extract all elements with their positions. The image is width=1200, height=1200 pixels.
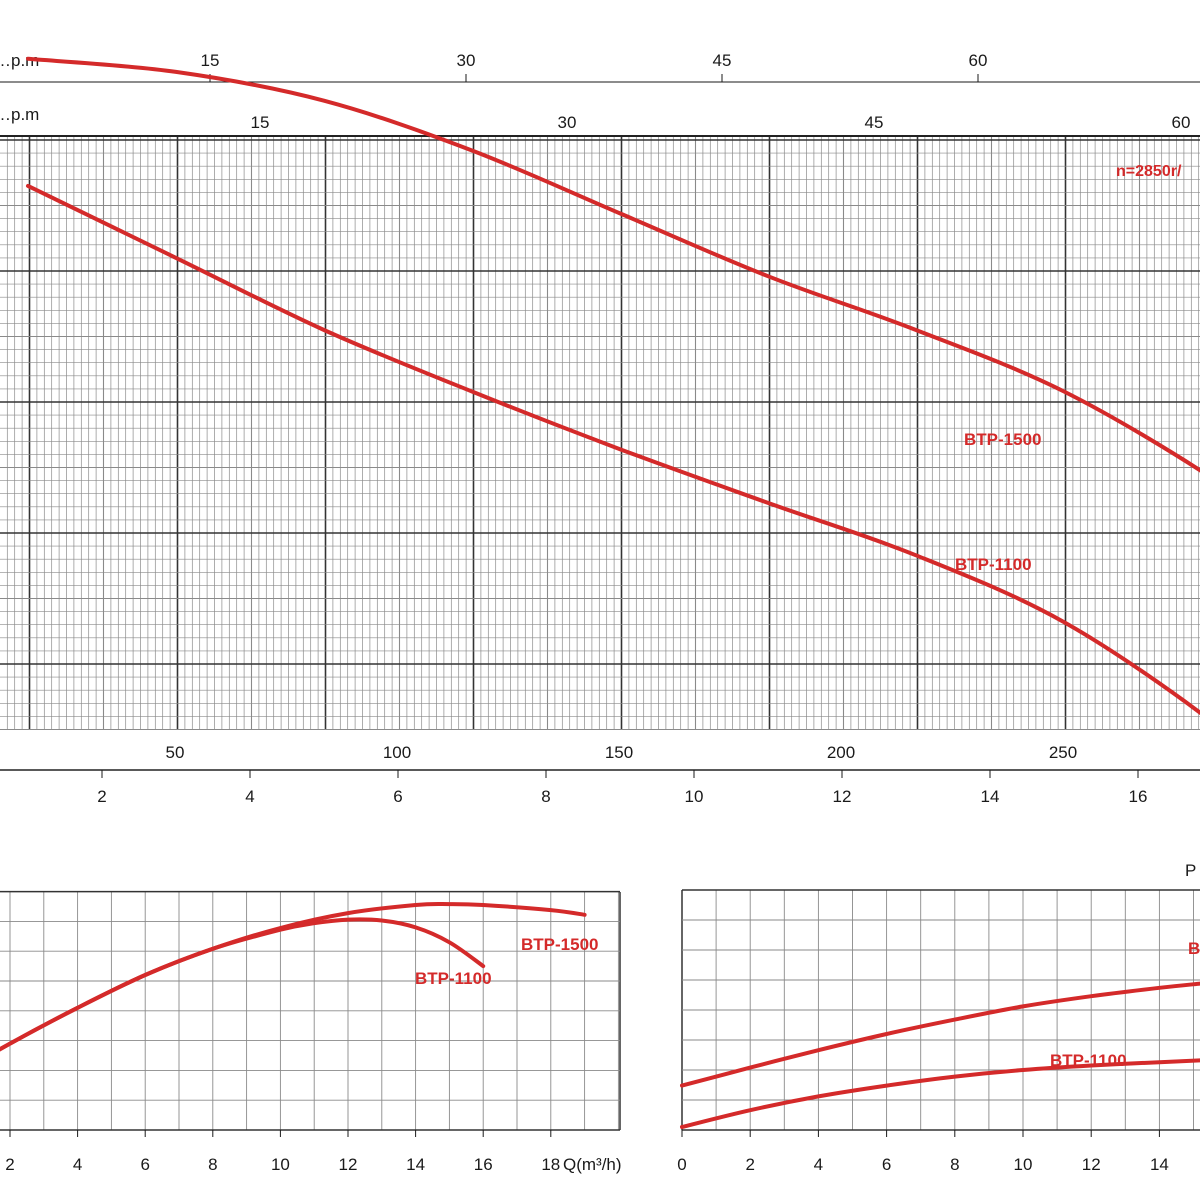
bottom-axis-1-tick-label: 50 [166, 743, 185, 762]
head-curve-btp-1500 [26, 56, 1200, 473]
power-x-tick-label: 12 [1082, 1155, 1101, 1174]
efficiency-chart-grid [0, 890, 621, 1131]
head-chart-grid [0, 137, 1200, 730]
bottom-axis-2-tick-label: 8 [541, 787, 550, 806]
top-axis-2-tick-label: 30 [558, 113, 577, 132]
power-chart-x-ticks: 0 2 4 6 8 10 12 14 [677, 1130, 1169, 1174]
bottom-axis-2-tick-label: 16 [1129, 787, 1148, 806]
bottom-axis-2-tick-label: 10 [685, 787, 704, 806]
power-series-label-btp-1100: BTP-1100 [1050, 1051, 1127, 1070]
efficiency-x-tick-label: 6 [140, 1155, 149, 1174]
top-axis-1-tick-label: 15 [201, 51, 220, 70]
power-x-tick-label: 2 [745, 1155, 754, 1174]
power-x-tick-label: 8 [950, 1155, 959, 1174]
efficiency-x-tick-label: 4 [73, 1155, 82, 1174]
top-axis-2-tick-label: 15 [251, 113, 270, 132]
power-x-tick-label: 6 [882, 1155, 891, 1174]
power-x-tick-label: 14 [1150, 1155, 1169, 1174]
bottom-axis-2-tick-label: 2 [97, 787, 106, 806]
top-axis-2-tick-label: 45 [865, 113, 884, 132]
power-chart-curves [680, 981, 1200, 1129]
power-curve-b [680, 981, 1200, 1088]
head-chart-curves [26, 56, 1200, 716]
efficiency-chart-curves [0, 901, 587, 1052]
bottom-axis-1-ticks: 50 100 150 200 250 [166, 743, 1078, 762]
top-axis-1-unit: …p.m [0, 51, 39, 70]
efficiency-series-label-btp-1100: BTP-1100 [415, 969, 492, 988]
efficiency-x-tick-label: 2 [5, 1155, 14, 1174]
power-x-tick-label: 4 [814, 1155, 823, 1174]
efficiency-x-tick-label: 18 [541, 1155, 560, 1174]
top-axis-1-ticks: 15 30 45 60 [0, 51, 1200, 83]
head-curve-btp-1100 [26, 183, 1200, 716]
power-x-tick-label: 10 [1014, 1155, 1033, 1174]
top-axis-2-tick-label: 60 [1172, 113, 1191, 132]
speed-note: n=2850r/ [1116, 163, 1182, 180]
efficiency-chart-x-label: Q(m³/h) [563, 1155, 622, 1174]
bottom-axis-1-tick-label: 100 [383, 743, 411, 762]
head-series-label-btp-1100: BTP-1100 [955, 555, 1032, 574]
efficiency-x-tick-label: 8 [208, 1155, 217, 1174]
bottom-axis-1-tick-label: 200 [827, 743, 855, 762]
top-axis-2-unit: …p.m [0, 105, 39, 124]
bottom-axis-1-tick-label: 150 [605, 743, 633, 762]
power-series-label-b: B [1188, 939, 1200, 958]
power-chart-grid [681, 889, 1200, 1131]
bottom-axis-2-tick-label: 6 [393, 787, 402, 806]
bottom-axis-2-tick-label: 4 [245, 787, 254, 806]
top-axis-1-tick-label: 45 [713, 51, 732, 70]
bottom-axis-2-tick-label: 12 [833, 787, 852, 806]
top-axis-2-ticks: 15 30 45 60 [251, 113, 1191, 132]
efficiency-curve-btp-1100 [0, 917, 486, 1052]
efficiency-series-label-btp-1500: BTP-1500 [521, 935, 598, 954]
bottom-axis-1-tick-label: 250 [1049, 743, 1077, 762]
power-curve-btp-1100 [680, 1058, 1200, 1129]
efficiency-chart-x-ticks: 2 4 6 8 10 12 14 16 18 [5, 1130, 560, 1174]
bottom-axis-2-ticks: 2 4 6 8 10 12 14 16 [97, 770, 1147, 806]
efficiency-x-tick-label: 10 [271, 1155, 290, 1174]
top-axis-1-tick-label: 30 [457, 51, 476, 70]
efficiency-x-tick-label: 16 [474, 1155, 493, 1174]
bottom-axis-2-tick-label: 14 [981, 787, 1000, 806]
top-axis-1-tick-label: 60 [969, 51, 988, 70]
power-chart-y-label: P [1185, 861, 1196, 880]
efficiency-curve-btp-1500 [0, 901, 587, 1052]
efficiency-x-tick-label: 12 [339, 1155, 358, 1174]
efficiency-x-tick-label: 14 [406, 1155, 425, 1174]
power-x-tick-label: 0 [677, 1155, 686, 1174]
head-series-label-btp-1500: BTP-1500 [964, 430, 1041, 449]
